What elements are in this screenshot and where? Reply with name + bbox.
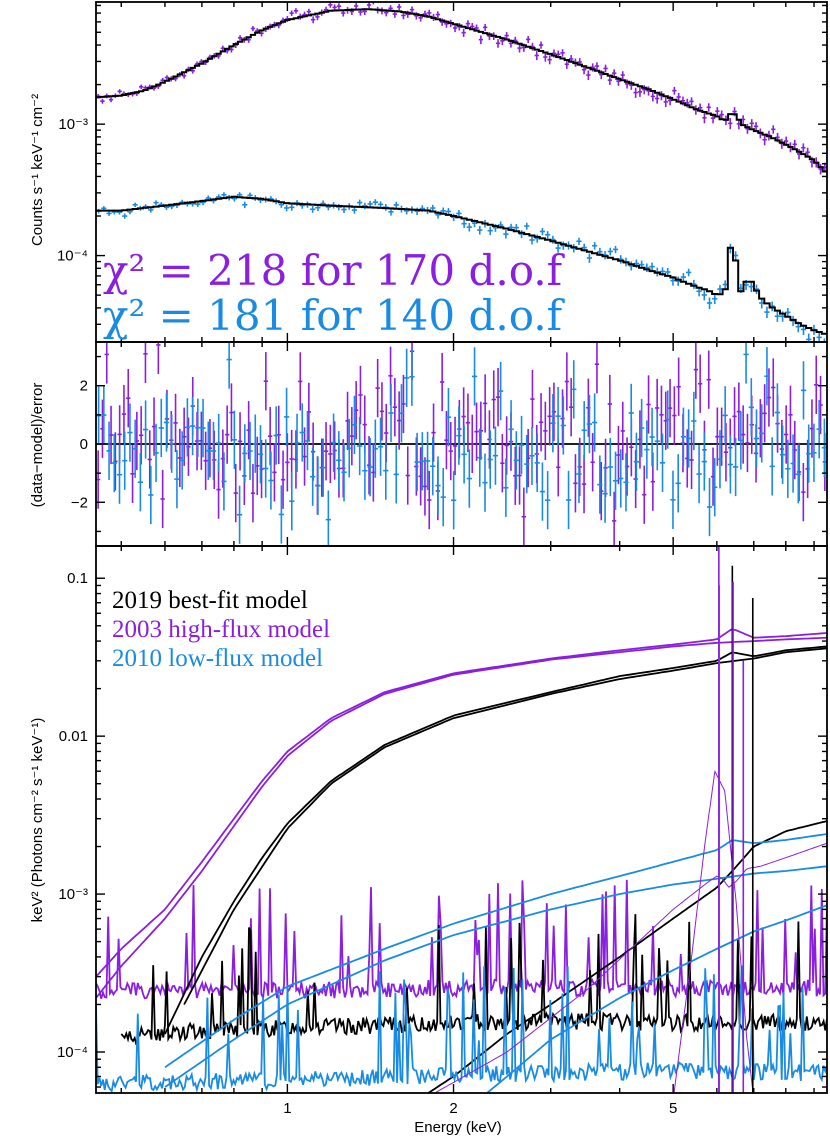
residual-series-obs2010 (96, 342, 827, 546)
residual-series-obs2003 (96, 342, 827, 546)
x-tick-label: 1 (283, 1100, 291, 1117)
model-component-model2019 (183, 647, 827, 1005)
model-component-obs2003 (96, 879, 827, 1002)
y-tick-label-mid: −2 (71, 494, 88, 511)
model-component-obs2003 (96, 628, 827, 978)
chi-square-2010-label: χ² = 181 for 140 d.o.f (103, 291, 566, 340)
panel-frames: 10⁻³ 10⁻⁴ 0.1 0.01 10⁻³ 10⁻⁴ 2 0 −2 1 2 5 (57, 1, 828, 1117)
model-component-obs2010 (96, 965, 827, 1093)
counts-spectrum-panel (96, 2, 827, 342)
y-tick-label-mid: 2 (80, 378, 88, 395)
x-tick-label: 2 (449, 1100, 457, 1117)
y-tick-label-bot: 0.1 (67, 570, 88, 587)
model-component-obs2010 (486, 904, 827, 1093)
x-tick-label: 5 (669, 1100, 677, 1117)
legend-2010-model: 2010 low-flux model (112, 645, 323, 672)
chi-square-2003-label: χ² = 218 for 170 d.o.f (103, 246, 566, 295)
y-tick-label-bot: 10⁻⁴ (57, 1044, 88, 1061)
model-component-model2019 (164, 645, 827, 1035)
y-tick-label-top: 10⁻⁴ (57, 248, 88, 265)
y-axis-title-model: keV² (Photons cm⁻² s⁻¹ keV⁻¹) (29, 718, 46, 923)
model-component-obs2003 (96, 636, 827, 999)
legend-2019-model: 2019 best-fit model (112, 587, 308, 614)
y-axis-title-residuals: (data−model)/error (29, 383, 46, 508)
x-axis-title: Energy (keV) (414, 1119, 502, 1136)
model-component-obs2010 (164, 833, 827, 1069)
y-tick-label-bot: 0.01 (59, 728, 88, 745)
counts-model-obs2010 (96, 195, 827, 335)
counts-model-obs2003 (96, 8, 827, 173)
y-tick-label-bot: 10⁻³ (58, 886, 88, 903)
model-spectrum-panel (96, 546, 827, 1093)
frame-bot (95, 545, 828, 1094)
residuals-panel (96, 342, 827, 546)
legend-2003-model: 2003 high-flux model (112, 616, 330, 643)
model-component-model2019 (120, 914, 827, 1046)
y-axis-title-counts: Counts s⁻¹ keV⁻¹ cm⁻² (29, 94, 46, 246)
model-component-obs2003 (434, 842, 827, 1093)
model-component-obs2010 (164, 865, 827, 1088)
y-tick-label-top: 10⁻³ (58, 116, 88, 133)
y-tick-label-mid: 0 (80, 436, 88, 453)
model-component-obs2003 (673, 770, 754, 1093)
